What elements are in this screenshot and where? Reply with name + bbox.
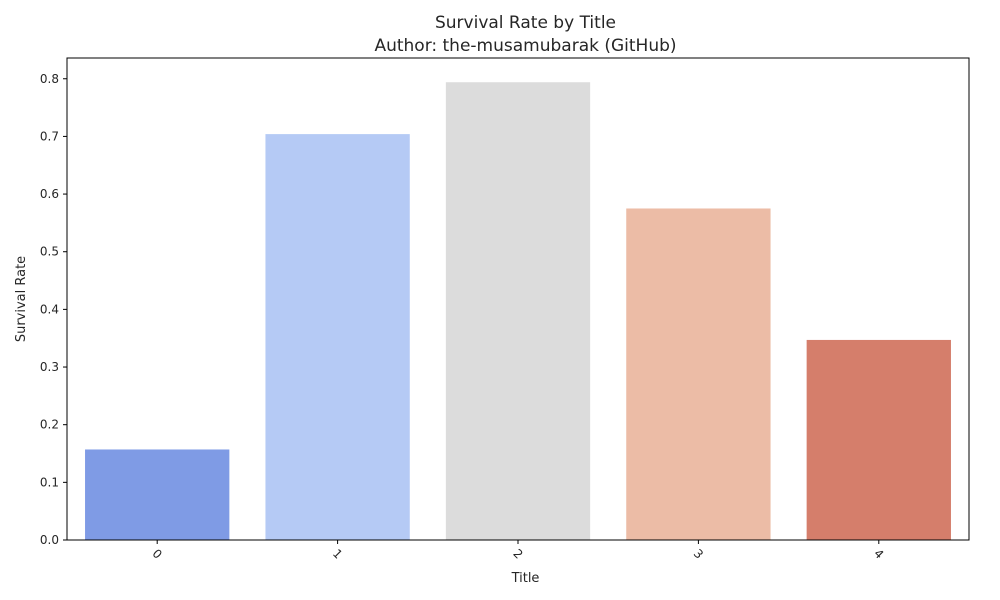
y-axis-label: Survival Rate [14, 256, 29, 342]
bar-3 [626, 208, 771, 540]
y-tick-label: 0.5 [40, 245, 59, 259]
bar-1 [265, 134, 410, 540]
plot-frame [66, 57, 970, 541]
bar-4 [806, 339, 951, 540]
y-tick-label: 0.6 [40, 187, 59, 201]
bar-2 [445, 82, 591, 541]
chart-subtitle: Author: the-musamubarak (GitHub) [374, 36, 676, 56]
x-tick-label: 2 [510, 546, 525, 561]
chart-title: Survival Rate by Title [435, 13, 616, 33]
y-axis-ticks: 0.0 0.1 0.2 0.3 0.4 0.5 0.6 0.7 0.8 [40, 72, 67, 547]
y-tick-label: 0.8 [40, 72, 59, 86]
x-tick-label: 0 [150, 546, 165, 561]
x-axis-label: Title [511, 571, 540, 586]
x-tick-label: 4 [871, 546, 886, 561]
y-tick-label: 0.7 [40, 129, 59, 143]
y-tick-label: 0.4 [40, 302, 59, 316]
x-tick-label: 1 [330, 546, 345, 561]
x-axis-ticks: 0 1 2 3 4 [150, 540, 886, 562]
x-tick-label: 3 [691, 546, 706, 561]
y-tick-label: 0.1 [40, 475, 59, 489]
y-tick-label: 0.2 [40, 418, 59, 432]
bars-group [85, 82, 951, 541]
y-tick-label: 0.3 [40, 360, 59, 374]
bar-0 [85, 449, 230, 540]
y-tick-label: 0.0 [40, 533, 59, 547]
